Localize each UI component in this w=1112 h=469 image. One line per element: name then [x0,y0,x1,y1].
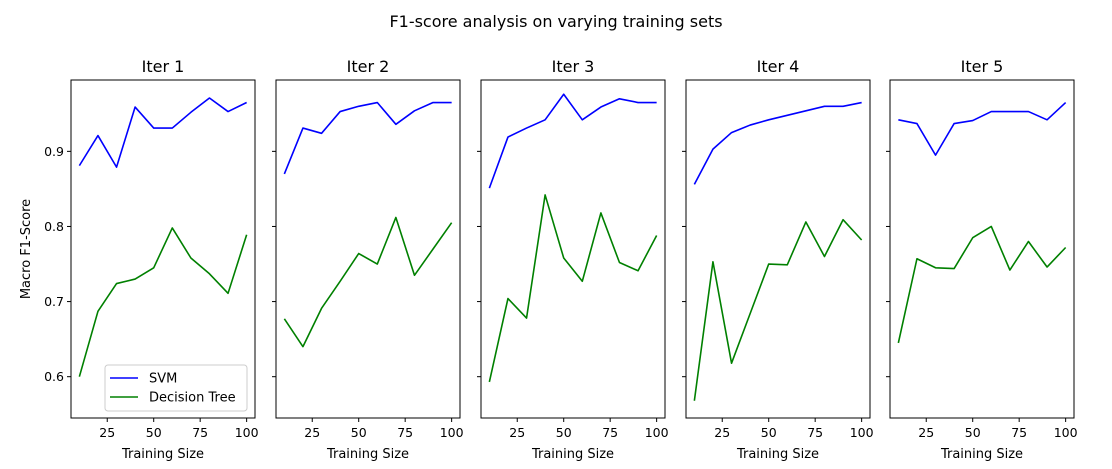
subplot-title: Iter 1 [142,57,185,76]
axes-frame [685,79,871,419]
figure-title: F1-score analysis on varying training se… [389,12,722,31]
x-tick-label: 50 [556,425,572,440]
y-axis-label: Macro F1-Score [19,199,34,299]
series-line-svm [488,93,657,189]
x-axis-label: Training Size [531,447,614,462]
legend-box [104,364,248,412]
subplots: Iter 1 25 50 75 100 0.6 0.7 0.8 0.9 Training Size… [44,57,1078,462]
subplot-title: Iter 4 [757,57,800,76]
axes-frame [275,79,461,419]
x-tick-label: 25 [918,425,934,440]
x-tick-label: 75 [192,425,208,440]
axes-frame [70,79,256,419]
x-tick-label: 50 [965,425,981,440]
series-line-svm [898,101,1067,156]
subplot-title: Iter 3 [552,57,595,76]
x-tick-label: 50 [761,425,777,440]
x-axis-label: Training Size [121,447,204,462]
x-tick-label: 100 [235,425,259,440]
x-tick-label: 100 [440,425,464,440]
subplot-1: Iter 1 25 50 75 100 0.6 0.7 0.8 0.9 Training Size… [44,57,259,462]
y-tick-label: 0.7 [44,294,64,309]
series-line-decision-tree [283,216,453,348]
subplot-title: Iter 5 [961,57,1004,76]
x-tick-label: 25 [304,425,320,440]
legend-label: SVM [149,372,177,387]
y-tick-label: 0.6 [44,369,64,384]
x-tick-label: 50 [351,425,367,440]
subplot-3: Iter 3 25 50 75 100 Training Size [477,57,669,462]
axes-frame [480,79,666,419]
subplot-4: Iter 4 25 50 75 100 Training Size [682,57,874,462]
subplot-2: Iter 2 25 50 75 100 Training Size [272,57,464,462]
series-line-decision-tree [693,218,863,401]
legend: SVM Decision Tree [104,364,248,412]
x-tick-label: 100 [645,425,669,440]
subplot-5: Iter 5 25 50 75 100 Training Size [886,57,1078,462]
series-line-svm [693,101,862,185]
series-line-decision-tree [488,194,658,383]
x-tick-label: 25 [714,425,730,440]
x-tick-label: 100 [1054,425,1078,440]
x-tick-label: 75 [602,425,618,440]
x-tick-label: 100 [850,425,874,440]
x-tick-label: 50 [146,425,162,440]
x-axis-label: Training Size [736,447,819,462]
y-tick-label: 0.8 [44,219,64,234]
axes-frame [889,79,1075,419]
x-tick-label: 75 [1011,425,1027,440]
x-tick-label: 25 [99,425,115,440]
y-tick-label: 0.9 [44,144,64,159]
x-tick-label: 75 [807,425,823,440]
series-line-decision-tree [897,225,1067,344]
x-axis-label: Training Size [940,447,1023,462]
legend-label: Decision Tree [149,391,236,406]
x-axis-label: Training Size [326,447,409,462]
series-line-svm [78,97,247,168]
series-line-decision-tree [78,227,248,377]
x-tick-label: 25 [509,425,525,440]
subplot-title: Iter 2 [347,57,390,76]
series-line-svm [283,101,452,175]
x-tick-label: 75 [397,425,413,440]
